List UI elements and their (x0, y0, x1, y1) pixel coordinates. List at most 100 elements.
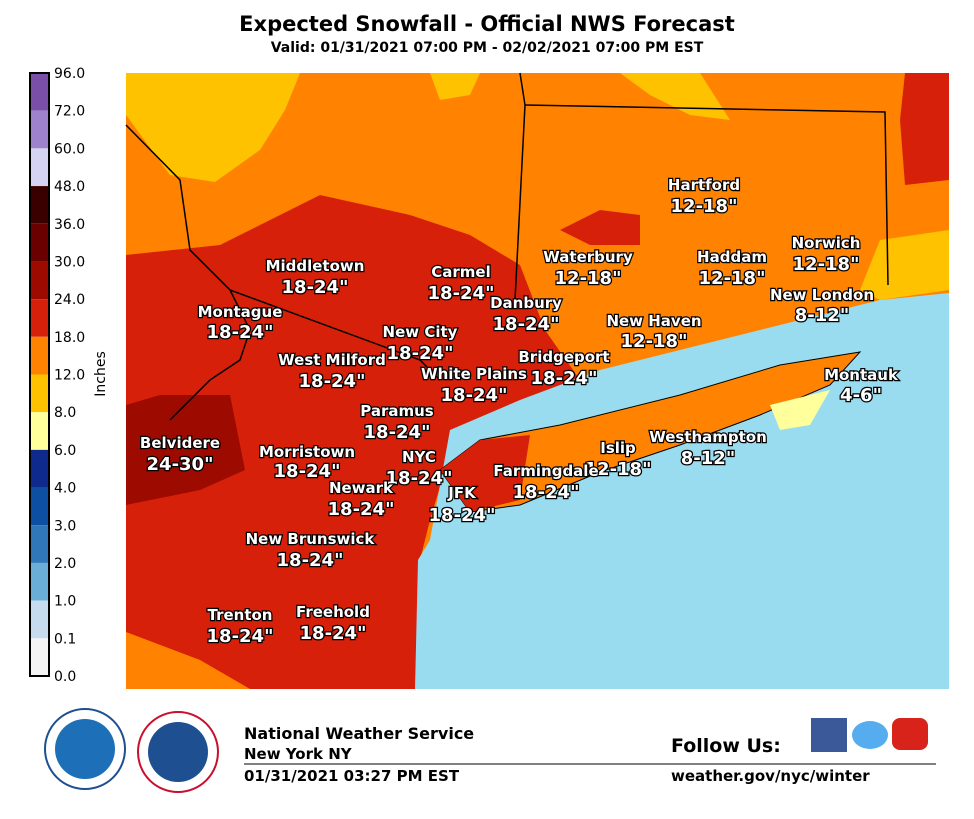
city-name: Danbury (490, 294, 562, 312)
twitter-icon[interactable] (852, 721, 888, 749)
legend-swatch (30, 148, 49, 187)
legend-swatch (30, 73, 49, 111)
city-amount: 18-24" (300, 623, 367, 644)
city-name: New Haven (606, 312, 701, 330)
title: Expected Snowfall - Official NWS Forecas… (239, 12, 735, 36)
city-amount: 24-30" (147, 454, 214, 475)
city-amount: 18-24" (429, 505, 496, 526)
follow-label: Follow Us: (671, 735, 781, 757)
legend-label: 4.0 (54, 481, 76, 497)
city-name: Paramus (360, 402, 434, 420)
city-name: Montague (198, 303, 283, 321)
youtube-icon[interactable] (892, 718, 928, 750)
city-name: New London (770, 286, 874, 304)
logos (44, 708, 219, 793)
city-amount: 18-24" (493, 314, 560, 335)
legend-label: 6.0 (54, 443, 76, 459)
city-amount: 18-24" (274, 461, 341, 482)
city-amount: 12-18" (621, 331, 688, 352)
city-name: Islip (600, 439, 636, 457)
url[interactable]: weather.gov/nyc/winter (671, 767, 870, 785)
legend-label: 1.0 (54, 594, 76, 610)
zone-heavy (126, 195, 580, 689)
city-amount: 18-24" (364, 422, 431, 443)
city-name: Norwich (792, 234, 861, 252)
zone-heavy (560, 210, 640, 245)
state-border (229, 289, 441, 381)
facebook-icon[interactable] (811, 718, 847, 752)
zone-light (860, 230, 949, 300)
city-amount: 18-24" (328, 499, 395, 520)
legend-label: 96.0 (54, 66, 85, 82)
zone-heavy (900, 73, 949, 185)
zone-heavy (440, 435, 530, 512)
city-amount: 18-24" (441, 385, 508, 406)
city-name: Morristown (259, 443, 355, 461)
city-amount: 18-24" (282, 277, 349, 298)
legend-swatch (30, 562, 49, 601)
city-name: Farmingdale (493, 462, 598, 480)
legend-swatch (30, 110, 49, 149)
zone-light (430, 73, 480, 100)
legend-label: 24.0 (54, 292, 85, 308)
city-amount: 12-18" (793, 254, 860, 275)
city-amount: 12-18" (699, 268, 766, 289)
city-name: New City (383, 323, 458, 341)
long-island (439, 351, 862, 513)
legend-swatch (30, 299, 49, 337)
legend-swatch (30, 525, 49, 563)
city-amount: 8-12" (795, 305, 849, 326)
city-name: Newark (329, 479, 394, 497)
water (415, 293, 949, 689)
legend-label: 36.0 (54, 217, 85, 233)
city-amount: 4-6" (840, 385, 882, 406)
city-amount: 18-24" (531, 368, 598, 389)
legend-swatch (30, 638, 49, 676)
subtitle: Valid: 01/31/2021 07:00 PM - 02/02/2021 … (271, 40, 704, 56)
legend-label: 3.0 (54, 518, 76, 534)
city-name: Freehold (296, 603, 370, 621)
legend-label: 0.0 (54, 669, 76, 685)
city-amount: 12-18" (671, 196, 738, 217)
legend-swatch (30, 186, 49, 224)
legend-swatch (30, 223, 49, 262)
city-amount: 18-24" (299, 371, 366, 392)
city-name: Belvidere (140, 434, 220, 452)
legend-swatch (30, 487, 49, 526)
city-name: JFK (447, 484, 477, 502)
city-amount: 8-12" (681, 448, 735, 469)
legend-label: 30.0 (54, 254, 85, 270)
city-amount: 18-24" (513, 482, 580, 503)
legend-swatch (30, 261, 49, 300)
legend-label: 72.0 (54, 104, 85, 120)
zone-light (770, 390, 830, 430)
legend-label: 48.0 (54, 179, 85, 195)
city-amount: 18-24" (277, 550, 344, 571)
city-labels: Middletown 18-24" Carmel 18-24" Waterbury 12-… (139, 175, 901, 649)
city-name: Montauk (824, 366, 899, 384)
city-name: West Milford (278, 351, 386, 369)
legend-swatch (30, 374, 49, 413)
zone-very-heavy (126, 395, 245, 505)
city-name: Waterbury (543, 248, 633, 266)
state-border (524, 104, 889, 286)
city-amount: 12-18" (585, 459, 652, 480)
noaa-logo-inner (55, 719, 115, 779)
city-amount: 18-24" (207, 626, 274, 647)
city-amount: 18-24" (386, 468, 453, 489)
city-name: Bridgeport (518, 348, 609, 366)
office: New York NY (244, 745, 353, 763)
legend: 96.0 72.0 60.0 48.0 36.0 30.0 24.0 18.0 12.0 8.0 6… (29, 66, 85, 685)
city-name: Hartford (668, 176, 740, 194)
city-amount: 12-18" (555, 268, 622, 289)
legend-label: 2.0 (54, 556, 76, 572)
legend-label: 12.0 (54, 368, 85, 384)
city-amount: 18-24" (387, 343, 454, 364)
legend-swatch (30, 449, 49, 488)
issued: 01/31/2021 03:27 PM EST (244, 767, 460, 785)
legend-label: 8.0 (54, 405, 76, 421)
legend-axis-label: Inches (93, 351, 109, 396)
legend-swatch (30, 336, 49, 375)
city-name: Westhampton (649, 428, 767, 446)
